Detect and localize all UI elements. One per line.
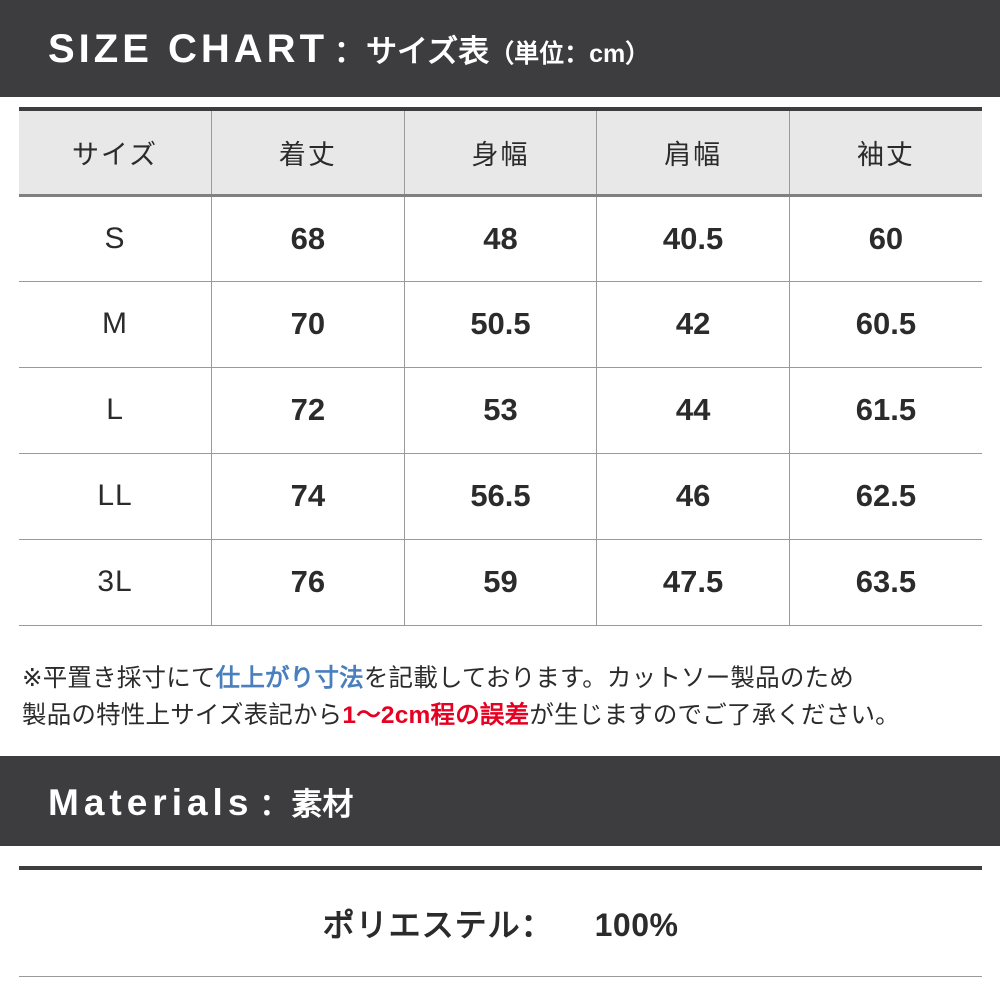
cell-length: 72: [211, 367, 405, 454]
cell-length: 70: [211, 281, 405, 368]
cell-sleeve: 61.5: [789, 367, 982, 454]
materials-banner: Materials ： 素材: [0, 756, 1000, 846]
size-chart-banner: SIZE CHART ： サイズ表 （単位：cm）: [0, 0, 1000, 97]
cell-width: 48: [404, 195, 598, 282]
table-row: S 68 48 40.5 60: [19, 195, 982, 282]
materials-table: ポリエステル： 100%: [19, 866, 982, 977]
materials-composition-line: ポリエステル： 100%: [323, 900, 679, 946]
materials-title-jp: 素材: [291, 786, 354, 822]
column-header-size: サイズ: [19, 107, 213, 197]
cell-size: LL: [19, 453, 213, 540]
material-percentage: 100%: [594, 906, 679, 943]
cell-shoulder: 40.5: [596, 195, 790, 282]
cell-shoulder: 46: [596, 453, 790, 540]
note-line1-highlight: 仕上がり寸法: [215, 665, 364, 692]
cell-length: 74: [211, 453, 405, 540]
cell-sleeve: 62.5: [789, 453, 982, 540]
table-row: M 70 50.5 42 60.5: [19, 281, 982, 368]
table-row: 3L 76 59 47.5 63.5: [19, 539, 982, 626]
materials-composition-cell: ポリエステル： 100%: [19, 866, 982, 977]
table-row: L 72 53 44 61.5: [19, 367, 982, 454]
note-line2-part1: 製品の特性上サイズ表記から: [22, 702, 343, 730]
cell-sleeve: 63.5: [789, 539, 982, 626]
cell-width: 56.5: [404, 453, 598, 540]
cell-size: S: [19, 195, 213, 282]
cell-width: 59: [404, 539, 598, 626]
cell-shoulder: 42: [596, 281, 790, 368]
size-chart-title-separator: ：: [334, 35, 364, 69]
note-line2-highlight: 1〜2cm程の誤差: [342, 702, 530, 730]
materials-table-body: ポリエステル： 100%: [19, 866, 982, 977]
size-chart-title-jp: サイズ表: [366, 33, 490, 69]
materials-title-en: Materials: [48, 781, 254, 823]
size-table-head: サイズ 着丈 身幅 肩幅 袖丈: [19, 107, 982, 197]
measurement-disclaimer-note: ※平置き採寸にて仕上がり寸法を記載しております。カットソー製品のため 製品の特性…: [22, 660, 980, 734]
size-chart-unit-note: （単位：cm）: [489, 39, 651, 68]
size-table-container: サイズ 着丈 身幅 肩幅 袖丈 S 68 48 40.5 60 M 70: [19, 107, 982, 626]
cell-size: M: [19, 281, 213, 368]
materials-banner-text: Materials ： 素材: [48, 779, 353, 824]
size-table-header-row: サイズ 着丈 身幅 肩幅 袖丈: [19, 107, 982, 197]
column-header-length: 着丈: [211, 107, 405, 197]
cell-size: 3L: [19, 539, 213, 626]
material-name: ポリエステル: [322, 906, 521, 943]
cell-width: 53: [404, 367, 598, 454]
column-header-sleeve: 袖丈: [789, 107, 982, 197]
note-line2-part2: が生じますのでご了承ください。: [529, 702, 900, 730]
note-line1-part1: ※平置き採寸にて: [22, 665, 216, 692]
cell-shoulder: 47.5: [596, 539, 790, 626]
size-table: サイズ 着丈 身幅 肩幅 袖丈 S 68 48 40.5 60 M 70: [19, 107, 982, 626]
cell-shoulder: 44: [596, 367, 790, 454]
material-colon: ：: [520, 906, 553, 943]
materials-table-container: ポリエステル： 100%: [19, 866, 982, 977]
size-table-body: S 68 48 40.5 60 M 70 50.5 42 60.5 L 72 5…: [19, 195, 982, 626]
table-row: LL 74 56.5 46 62.5: [19, 453, 982, 540]
cell-length: 68: [211, 195, 405, 282]
materials-title-separator: ：: [259, 788, 290, 822]
cell-length: 76: [211, 539, 405, 626]
column-header-width: 身幅: [404, 107, 598, 197]
table-row: ポリエステル： 100%: [19, 866, 982, 977]
note-line1-part2: を記載しております。カットソー製品のため: [363, 665, 854, 692]
column-header-shoulder: 肩幅: [596, 107, 790, 197]
cell-width: 50.5: [404, 281, 598, 368]
size-chart-banner-text: SIZE CHART ： サイズ表 （単位：cm）: [48, 26, 650, 72]
cell-sleeve: 60.5: [789, 281, 982, 368]
cell-sleeve: 60: [789, 195, 982, 282]
size-chart-title-en: SIZE CHART: [48, 26, 328, 71]
cell-size: L: [19, 367, 213, 454]
